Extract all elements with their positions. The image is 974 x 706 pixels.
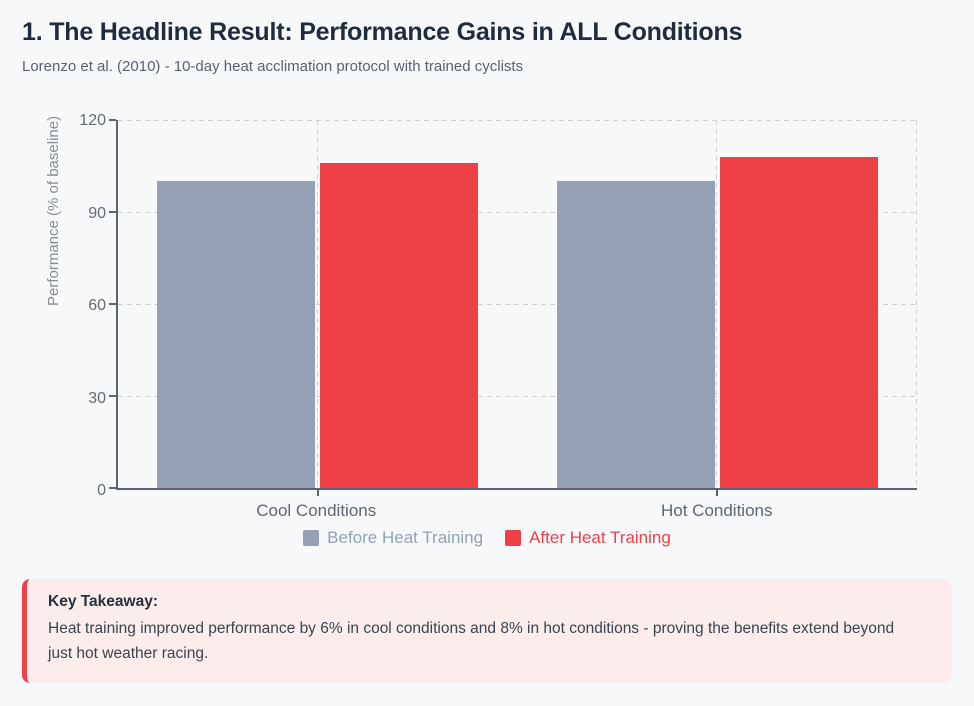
- x-axis-label: Hot Conditions: [660, 501, 773, 520]
- legend-label: After Heat Training: [529, 528, 671, 547]
- page-title: 1. The Headline Result: Performance Gain…: [22, 18, 743, 46]
- takeaway-body: Heat training improved performance by 6%…: [48, 620, 895, 663]
- x-tick-mark: [316, 490, 319, 496]
- y-axis: 0 30 60 90 120: [0, 113, 106, 499]
- legend-label: Before Heat Training: [327, 528, 484, 547]
- legend-swatch-icon: [505, 530, 522, 546]
- y-tick-mark: [109, 211, 116, 213]
- y-tick-mark: [109, 395, 116, 397]
- bar-before-hot: [556, 181, 715, 488]
- bar-after-hot: [719, 156, 878, 488]
- x-axis-labels: Cool Conditions Hot Conditions: [116, 501, 917, 521]
- bar-after-cool: [320, 162, 479, 488]
- y-tick-mark: [109, 487, 116, 489]
- legend-item[interactable]: Before Heat Training: [303, 528, 483, 548]
- y-tick-label: 60: [88, 297, 106, 314]
- y-tick-label: 90: [88, 204, 106, 222]
- bar-group: [118, 120, 518, 488]
- y-tick-mark: [109, 119, 116, 121]
- gridline: [118, 120, 917, 121]
- takeaway-box: Key Takeaway: Heat training improved per…: [22, 579, 952, 683]
- bar-before-cool: [157, 181, 316, 488]
- gridline: [316, 120, 318, 488]
- bar-chart: Performance (% of baseline) 0 30 60 90 120 C…: [0, 87, 974, 557]
- legend-swatch-icon: [303, 530, 320, 546]
- plot-area: [109, 119, 918, 496]
- bar-group: [518, 120, 918, 488]
- gridline: [118, 304, 917, 305]
- takeaway-title: Key Takeaway:: [48, 593, 158, 610]
- x-tick-mark: [716, 490, 719, 496]
- legend-item[interactable]: After Heat Training: [505, 528, 671, 548]
- x-axis-label: Cool Conditions: [256, 501, 377, 520]
- page: 1. The Headline Result: Performance Gain…: [0, 18, 974, 683]
- chart-legend: Before Heat Training After Heat Training: [0, 528, 974, 548]
- y-tick-label: 30: [88, 389, 106, 407]
- gridline: [716, 120, 718, 488]
- y-tick-label: 120: [79, 112, 106, 129]
- gridline: [118, 396, 917, 397]
- y-tick-label: 0: [97, 482, 106, 499]
- gridline: [118, 212, 917, 213]
- y-tick-mark: [109, 303, 116, 305]
- gridline: [916, 120, 917, 488]
- page-subtitle: Lorenzo et al. (2010) - 10-day heat accl…: [22, 58, 524, 75]
